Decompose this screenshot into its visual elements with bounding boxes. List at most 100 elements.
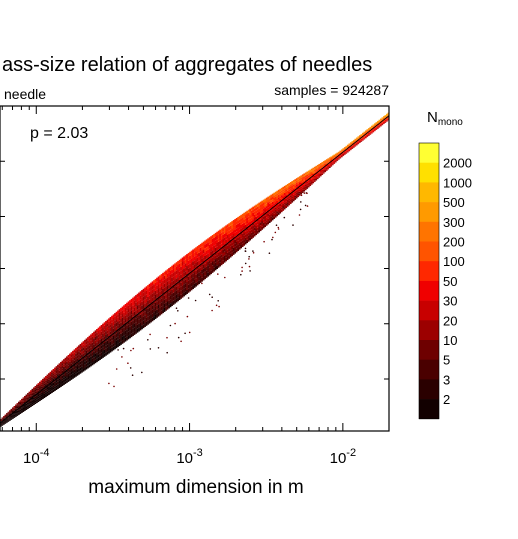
cloud-cell [319,167,322,169]
cloud-cell [355,139,358,140]
cloud-cell [219,259,221,263]
cloud-cell [370,132,373,134]
cloud-cell [315,170,318,172]
cloud-cell [78,348,80,352]
cloud-cell [348,145,351,147]
cloud-cell [22,409,25,411]
cloud-cell [207,261,209,266]
cloud-cell [232,230,235,234]
cloud-cell [85,347,88,351]
cloud-cell [81,342,83,346]
cloud-cell [351,148,354,149]
cloud-cell [88,357,91,362]
cloud-cell [255,229,258,233]
cloud-cell [226,256,229,261]
cloud-cell [139,299,142,304]
cloud-cell [90,340,92,344]
cloud-cell [225,232,227,237]
cloud-cell [78,368,80,372]
cloud-cell [64,370,67,374]
cloud-cell [45,386,47,389]
cloud-cell [261,215,264,219]
cloud-cell [322,162,325,164]
outlier-point [300,201,302,203]
cloud-cell [286,190,289,194]
cloud-cell [192,257,194,262]
cloud-cell [241,240,244,244]
cloud-cell [168,284,170,289]
cloud-cell [54,372,56,375]
cloud-cell [114,313,116,317]
cloud-cell [42,397,44,400]
cloud-cell [142,316,145,321]
cloud-cell [369,126,372,128]
cloud-cell [150,310,152,315]
colorbar-label: 300 [443,215,465,230]
cloud-cell [204,255,206,260]
cloud-cell [324,168,327,170]
cloud-cell [375,128,378,130]
cloud-cell [0,425,2,427]
cloud-cell [247,228,250,233]
cloud-cell [178,287,181,292]
cloud-cell [349,149,352,151]
cloud-cell [331,157,334,159]
cloud-cell [118,338,121,343]
cloud-cell [153,312,155,317]
cloud-cell [309,181,312,183]
cloud-cell [180,294,182,299]
cloud-cell [105,345,107,349]
cloud-cell [63,361,65,365]
cloud-cell [175,282,178,287]
cloud-cell [154,294,157,299]
cloud-cell [367,134,370,136]
cloud-cell [138,304,140,309]
cloud-cell [183,272,185,277]
cloud-cell [169,283,172,288]
cloud-cell [21,410,23,412]
cloud-cell [213,260,215,265]
cloud-cell [70,368,73,372]
cloud-cell [253,224,256,228]
cloud-cell [225,228,227,233]
cloud-cell [327,159,330,161]
cloud-cell [279,196,282,199]
cloud-cell [286,202,289,205]
cloud-cell [300,192,303,195]
cloud-cell [102,351,104,355]
cloud-cell [144,299,146,304]
cloud-cell [165,298,167,303]
cloud-cell [309,169,312,172]
cloud-cell [163,295,166,300]
cloud-cell [297,189,300,192]
cloud-cell [367,129,370,131]
cloud-cell [168,304,170,309]
cloud-cell [144,295,146,300]
cloud-cell [319,163,322,165]
cloud-cell [312,173,315,176]
cloud-cell [202,257,205,262]
cloud-cell [10,416,13,418]
cloud-cell [313,174,316,176]
cloud-cell [145,298,148,303]
cloud-cell [144,303,146,308]
cloud-cell [252,228,255,232]
cloud-cell [348,147,351,149]
cloud-cell [12,414,14,416]
cloud-cell [378,125,381,127]
cloud-cell [147,300,149,305]
cloud-cell [129,311,131,316]
outlier-point [187,297,190,299]
cloud-cell [361,133,364,135]
cloud-cell [51,374,53,378]
cloud-cell [57,364,59,368]
cloud-cell [237,230,240,234]
cloud-cell [352,141,355,143]
cloud-cell [187,252,190,257]
cloud-cell [288,189,291,192]
cloud-cell [337,152,340,154]
cloud-cell [70,357,73,361]
cloud-cell [205,266,208,271]
cloud-cell [111,322,113,327]
cloud-cell [258,214,261,218]
